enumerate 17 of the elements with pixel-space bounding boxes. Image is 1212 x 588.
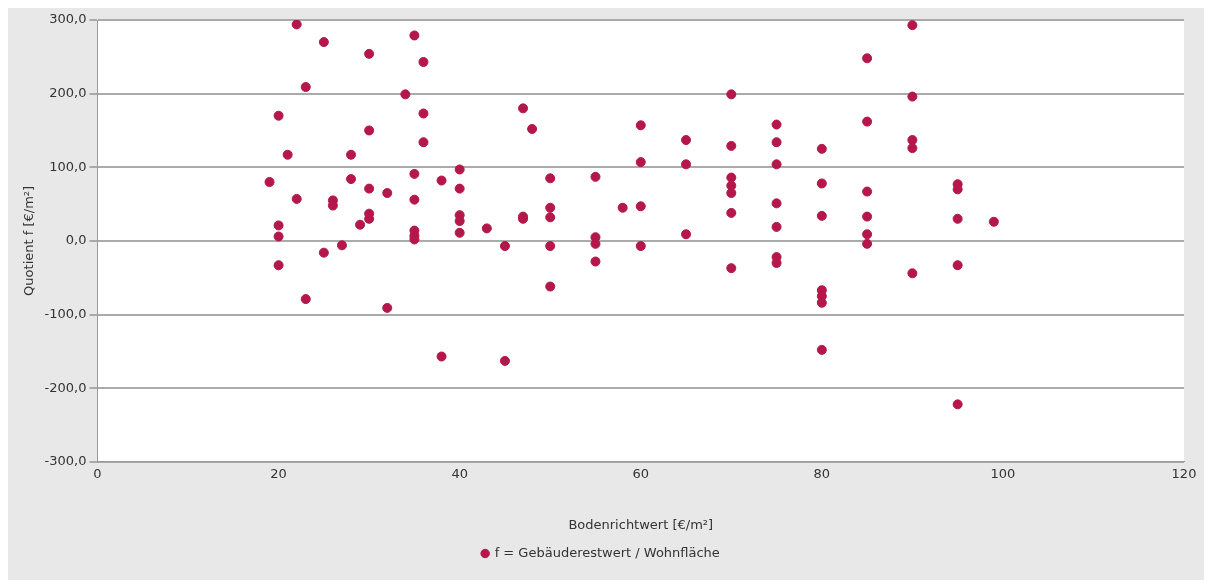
y-tick-label: 300,0 xyxy=(49,11,87,27)
x-tick-label: 120 xyxy=(1171,465,1197,481)
legend-label: f = Gebäuderestwert / Wohnfläche xyxy=(494,544,720,560)
x-tick-label: 100 xyxy=(990,465,1016,481)
y-tick-label: 0,0 xyxy=(65,232,87,248)
y-tick-label: 200,0 xyxy=(49,85,87,101)
x-tick-label: 20 xyxy=(270,465,287,481)
y-tick-label: -100,0 xyxy=(44,305,87,321)
x-tick-label: 60 xyxy=(632,465,650,481)
y-axis-title: Quotient f [€/m²] xyxy=(21,185,37,296)
x-tick-label: 80 xyxy=(813,465,831,481)
y-tick-label: 100,0 xyxy=(49,158,87,174)
y-tick-label: -200,0 xyxy=(44,379,87,395)
y-tick-label: -300,0 xyxy=(44,453,87,469)
x-tick-label: 0 xyxy=(93,465,102,481)
x-axis-title: Bodenrichtwert [€/m²] xyxy=(568,516,714,532)
x-tick-label: 40 xyxy=(451,465,468,481)
